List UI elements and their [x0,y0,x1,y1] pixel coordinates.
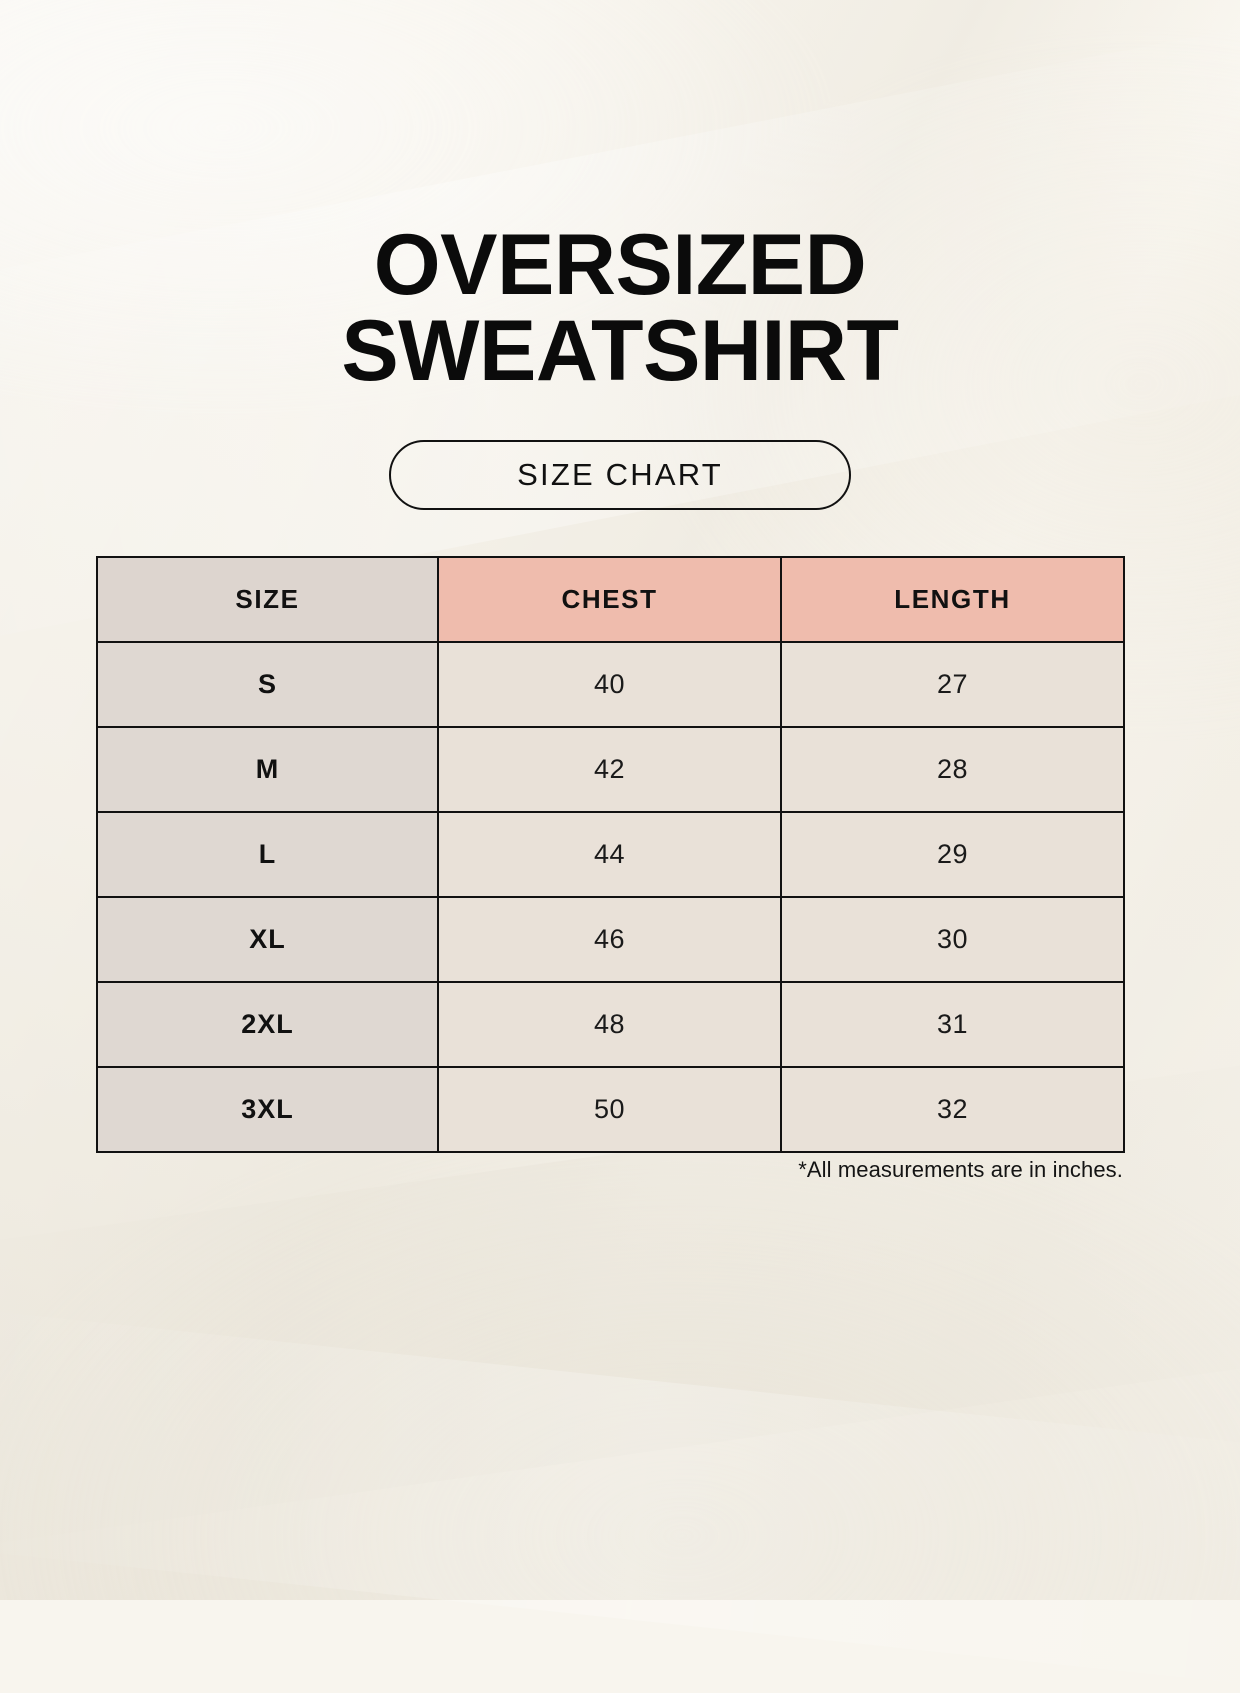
cell-chest: 44 [437,811,782,898]
column-header-length: LENGTH [780,556,1125,643]
cell-length: 30 [780,896,1125,983]
cell-length: 32 [780,1066,1125,1153]
table-row: S 40 27 [96,641,1125,728]
measurement-footnote: *All measurements are in inches. [798,1157,1123,1182]
size-table-wrap: SIZE CHEST LENGTH S 40 27 M 42 28 L [96,556,1125,1153]
cell-length: 29 [780,811,1125,898]
cell-size: 2XL [96,981,439,1068]
page-title: OVERSIZED SWEATSHIRT [0,217,1240,399]
size-chart-badge-wrap: SIZE CHART [0,440,1240,510]
table-header-row: SIZE CHEST LENGTH [96,556,1125,643]
cell-chest: 42 [437,726,782,813]
cell-chest: 40 [437,641,782,728]
cell-size: M [96,726,439,813]
cell-length: 28 [780,726,1125,813]
cell-size: 3XL [96,1066,439,1153]
column-header-size: SIZE [96,556,439,643]
size-table: SIZE CHEST LENGTH S 40 27 M 42 28 L [96,556,1125,1153]
table-row: L 44 29 [96,811,1125,898]
table-row: M 42 28 [96,726,1125,813]
size-chart-badge-label: SIZE CHART [517,457,723,492]
table-row: 3XL 50 32 [96,1066,1125,1153]
size-chart-page: OVERSIZED SWEATSHIRT SIZE CHART SIZE CHE… [0,217,1240,1182]
column-header-chest: CHEST [437,556,782,643]
size-chart-badge: SIZE CHART [389,440,851,510]
page-title-line-1: OVERSIZED [373,217,867,313]
cell-size: L [96,811,439,898]
cell-length: 27 [780,641,1125,728]
cell-chest: 48 [437,981,782,1068]
cell-length: 31 [780,981,1125,1068]
cell-chest: 46 [437,896,782,983]
table-row: XL 46 30 [96,896,1125,983]
table-row: 2XL 48 31 [96,981,1125,1068]
cell-chest: 50 [437,1066,782,1153]
page-title-line-2: SWEATSHIRT [341,302,899,399]
cell-size: S [96,641,439,728]
cell-size: XL [96,896,439,983]
